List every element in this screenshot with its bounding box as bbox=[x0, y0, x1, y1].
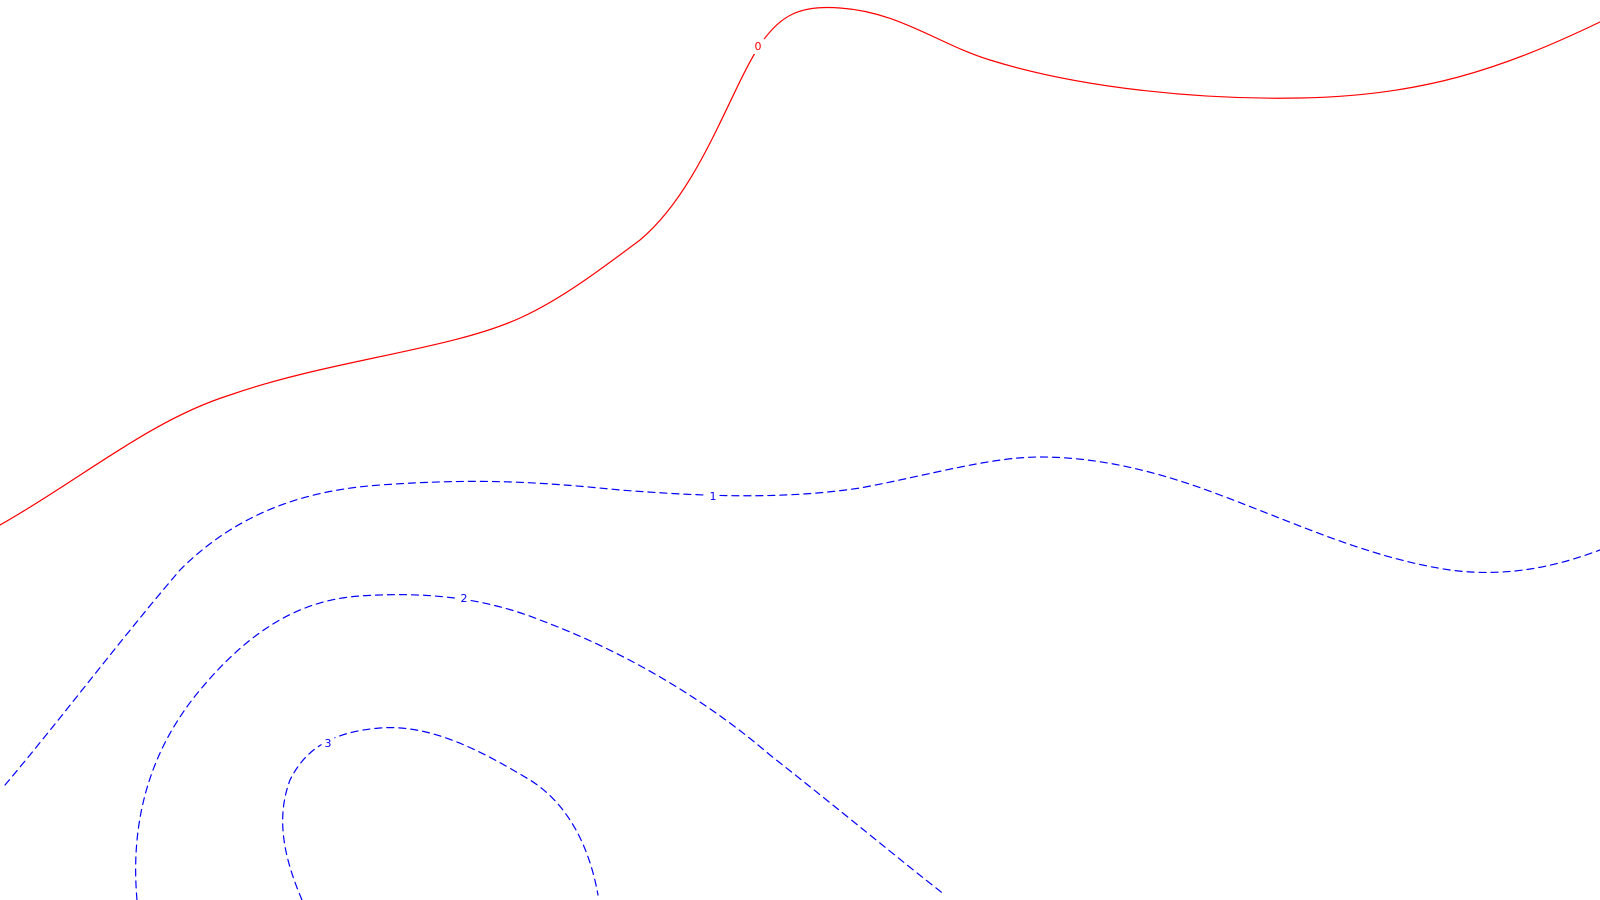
contour-label-gap bbox=[457, 591, 471, 606]
contour-line-level-3 bbox=[282, 726, 599, 900]
contour-label-level-3: 3 bbox=[325, 737, 332, 750]
contour-line-level-0 bbox=[0, 6, 1600, 526]
contour-label-level-0: 0 bbox=[755, 40, 762, 53]
contour-label-gap bbox=[706, 489, 720, 504]
contour-label-level-2: 2 bbox=[461, 592, 468, 605]
contour-label-level-1: 1 bbox=[710, 490, 717, 503]
contour-label-gap bbox=[321, 736, 335, 751]
contour-line-level-2 bbox=[135, 594, 946, 900]
contour-label-gap bbox=[751, 39, 765, 54]
